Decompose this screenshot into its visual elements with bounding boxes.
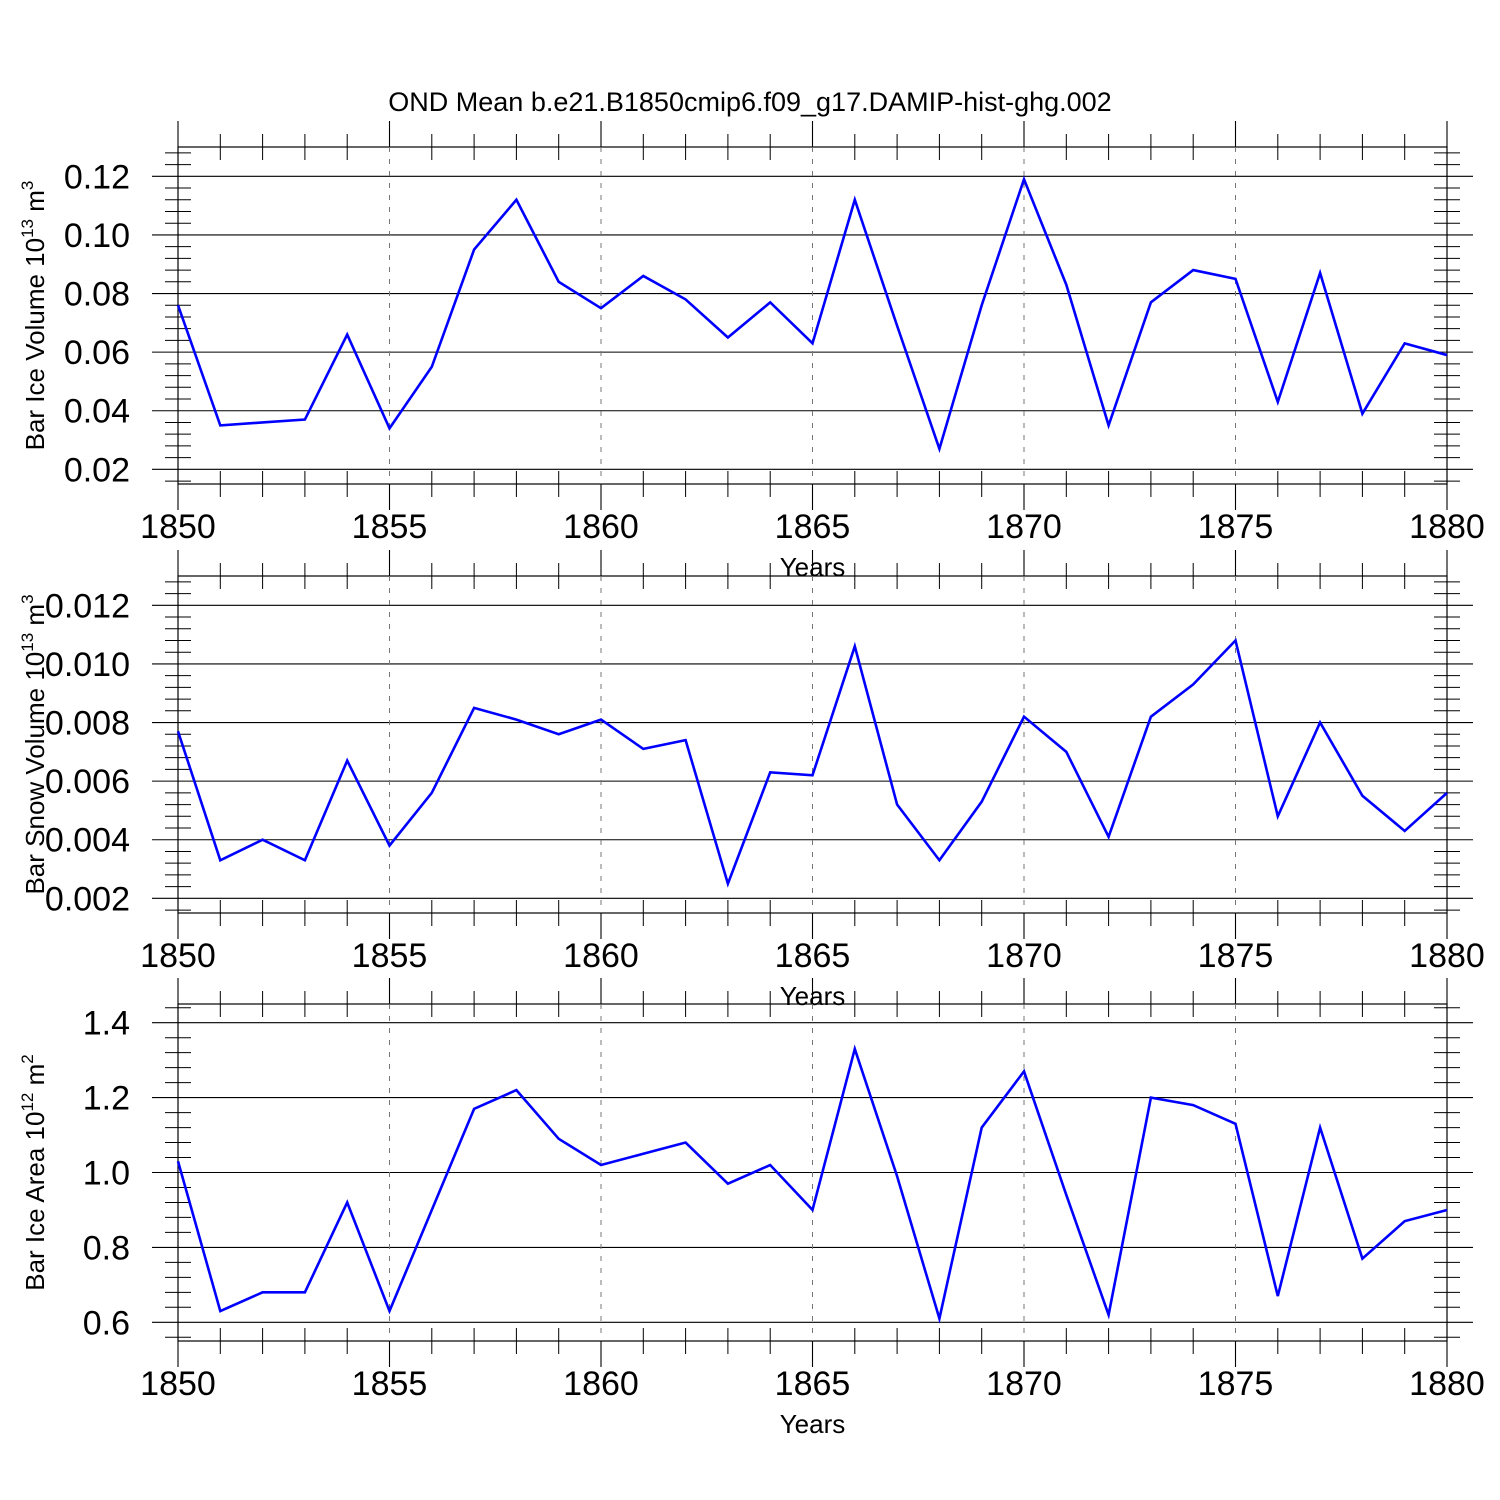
x-tick-label: 1865 [775,937,851,975]
plot-ice-area: 0.6 0.8 1.0 1.2 1.4 1850 1855 1860 1865 1870 1875 1… [18,978,1485,1439]
x-tick-label: 1880 [1409,508,1485,546]
plot-ice-volume: 0.02 0.04 0.06 0.08 0.10 0.12 1850 1855 1860 1865… [18,121,1485,582]
x-tick-label: 1870 [986,937,1062,975]
y-axis-title-exponent: 2 [18,1054,37,1063]
x-tick-label: 1865 [775,1365,851,1403]
x-tick-label: 1850 [140,1365,216,1403]
y-axis-title-exponent: 3 [18,181,37,190]
y-tick-label: 0.6 [83,1304,130,1342]
y-axis-title-exponent: 12 [18,1093,37,1112]
x-tick-label: 1855 [352,937,428,975]
y-axis-title-exponent: 3 [18,594,37,603]
y-tick-label: 1.2 [83,1080,130,1118]
figure-title: OND Mean b.e21.B1850cmip6.f09_g17.DAMIP-… [388,87,1111,117]
y-tick-label: 0.08 [64,276,130,314]
y-axis-title-exponent: 13 [18,633,37,652]
x-tick-label: 1850 [140,508,216,546]
x-tick-label: 1850 [140,937,216,975]
y-axis-title: Bar Snow Volume 1013 m3 [18,594,50,894]
x-tick-label: 1870 [986,508,1062,546]
x-tick-label: 1860 [563,937,639,975]
y-tick-label: 0.12 [64,158,130,196]
y-axis-title-part: Bar Ice Area 10 [20,1112,50,1291]
y-tick-label: 0.012 [45,587,130,625]
panels: 0.02 0.04 0.06 0.08 0.10 0.12 1850 1855 1860 1865… [18,121,1485,1439]
y-axis-title: Bar Ice Area 1012 m2 [18,1054,50,1291]
y-tick-label: 0.02 [64,451,130,489]
y-tick-label: 0.008 [45,705,130,743]
y-tick-label: 0.10 [64,217,130,255]
y-axis-title: Bar Ice Volume 1013 m3 [18,181,50,451]
y-tick-label: 0.010 [45,646,130,684]
y-tick-label: 1.0 [83,1155,130,1193]
y-axis-title-part: m [20,604,50,633]
y-axis-title-exponent: 13 [18,219,37,238]
y-tick-label: 0.8 [83,1229,130,1267]
x-tick-label: 1855 [352,508,428,546]
y-tick-label: 0.06 [64,334,130,372]
y-axis-title-part: m [20,1064,50,1093]
plot-snow-volume: 0.002 0.004 0.006 0.008 0.010 0.012 1850 1855 18… [18,550,1485,1011]
x-tick-label: 1855 [352,1365,428,1403]
y-tick-label: 0.002 [45,880,130,918]
y-tick-label: 1.4 [83,1005,130,1043]
x-tick-label: 1880 [1409,937,1485,975]
y-tick-label: 0.006 [45,763,130,801]
x-tick-label: 1860 [563,508,639,546]
x-tick-label: 1860 [563,1365,639,1403]
x-tick-label: 1870 [986,1365,1062,1403]
x-tick-label: 1880 [1409,1365,1485,1403]
y-tick-label: 0.04 [64,393,130,431]
x-axis-title: Years [780,1409,846,1439]
x-tick-label: 1875 [1198,937,1274,975]
y-axis-title-part: Bar Ice Volume 10 [20,238,50,450]
y-axis-title-part: m [20,190,50,219]
x-tick-label: 1875 [1198,508,1274,546]
x-tick-label: 1875 [1198,1365,1274,1403]
x-tick-label: 1865 [775,508,851,546]
y-tick-label: 0.004 [45,822,130,860]
y-axis-title-part: Bar Snow Volume 10 [20,652,50,895]
